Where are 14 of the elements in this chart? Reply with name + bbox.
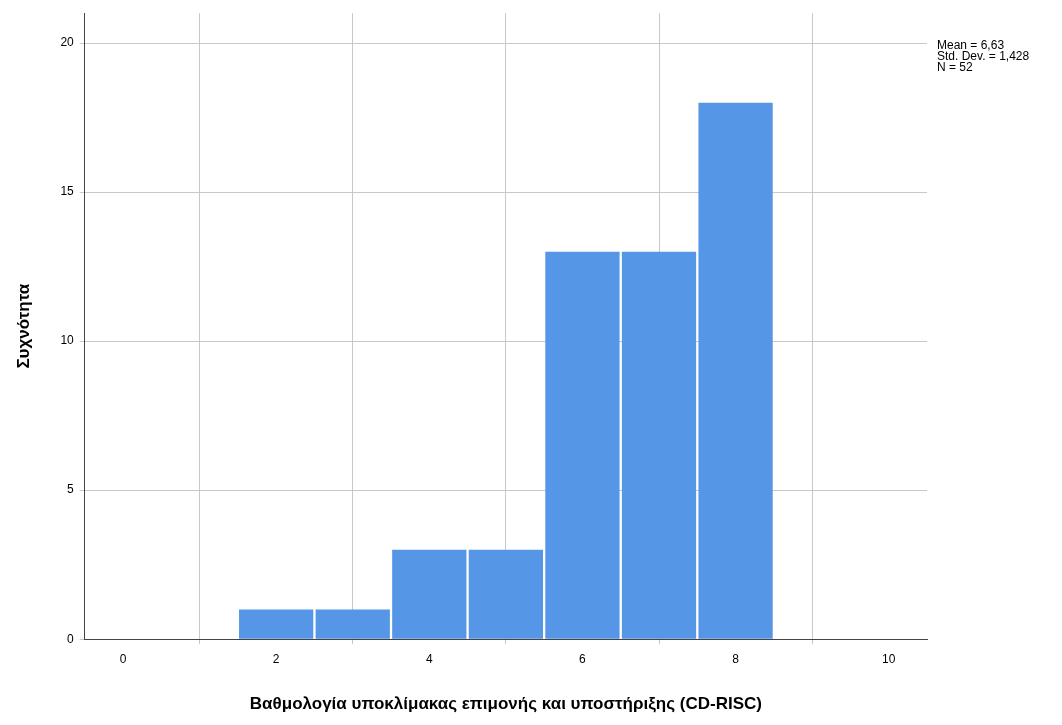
text: N = 52 [937, 59, 974, 74]
x-tick-label: 0 [119, 651, 127, 666]
y-tick-label: 0 [67, 631, 75, 646]
y-tick-label: 10 [60, 333, 75, 348]
y-tick-label: 15 [60, 184, 75, 199]
y-tick-label: 5 [67, 482, 75, 497]
x-tick-label: 6 [579, 651, 587, 666]
x-tick-label: 10 [882, 651, 896, 666]
y-axis-title: Συχνότητα [13, 283, 33, 369]
x-tick-label: 4 [425, 651, 433, 666]
x-axis-title: Βαθμολογία υποκλίμακας επιμονής και υποστήριξης (CD-RISC) [249, 694, 762, 714]
x-tick-label: 2 [272, 651, 280, 666]
x-tick-label: 8 [732, 651, 740, 666]
y-tick-label: 20 [60, 35, 75, 50]
